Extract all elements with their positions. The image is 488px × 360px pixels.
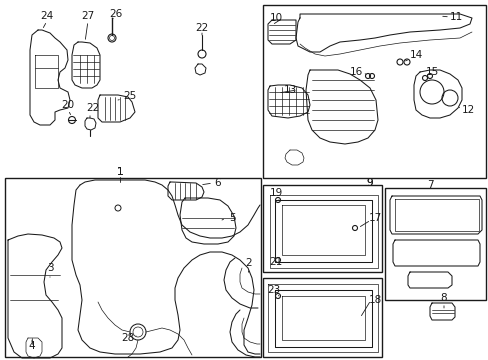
Text: 19: 19 bbox=[269, 188, 282, 198]
Text: 10: 10 bbox=[269, 13, 282, 23]
Text: 16: 16 bbox=[348, 67, 362, 77]
Text: 17: 17 bbox=[367, 213, 381, 223]
Bar bbox=[263, 185, 381, 272]
Text: 20: 20 bbox=[61, 100, 74, 110]
Text: 22: 22 bbox=[86, 103, 100, 113]
Text: 15: 15 bbox=[425, 67, 438, 77]
Text: 8: 8 bbox=[440, 293, 447, 303]
Text: 9: 9 bbox=[366, 178, 372, 188]
Text: 6: 6 bbox=[214, 178, 221, 188]
Text: 25: 25 bbox=[123, 91, 136, 101]
Text: 11: 11 bbox=[448, 12, 462, 22]
Bar bbox=[263, 278, 381, 357]
Text: 1: 1 bbox=[117, 167, 123, 177]
Bar bbox=[5, 178, 261, 357]
Bar bbox=[384, 188, 485, 300]
Text: 7: 7 bbox=[426, 180, 432, 190]
Text: 1: 1 bbox=[117, 167, 123, 177]
Bar bbox=[263, 5, 485, 178]
Text: 1: 1 bbox=[117, 167, 123, 177]
Text: 24: 24 bbox=[41, 11, 54, 21]
Text: 26: 26 bbox=[109, 9, 122, 19]
Text: 28: 28 bbox=[121, 333, 134, 343]
Text: 27: 27 bbox=[81, 11, 95, 21]
Text: 9: 9 bbox=[366, 178, 372, 188]
Text: 18: 18 bbox=[367, 295, 381, 305]
Text: 5: 5 bbox=[228, 213, 235, 223]
Text: 2: 2 bbox=[245, 258, 252, 268]
Text: 23: 23 bbox=[267, 285, 280, 295]
Text: 4: 4 bbox=[29, 341, 35, 351]
Text: 21: 21 bbox=[269, 257, 282, 267]
Text: 14: 14 bbox=[408, 50, 422, 60]
Text: 12: 12 bbox=[461, 105, 474, 115]
Text: 22: 22 bbox=[195, 23, 208, 33]
Text: 13: 13 bbox=[283, 85, 296, 95]
Text: 3: 3 bbox=[46, 263, 53, 273]
